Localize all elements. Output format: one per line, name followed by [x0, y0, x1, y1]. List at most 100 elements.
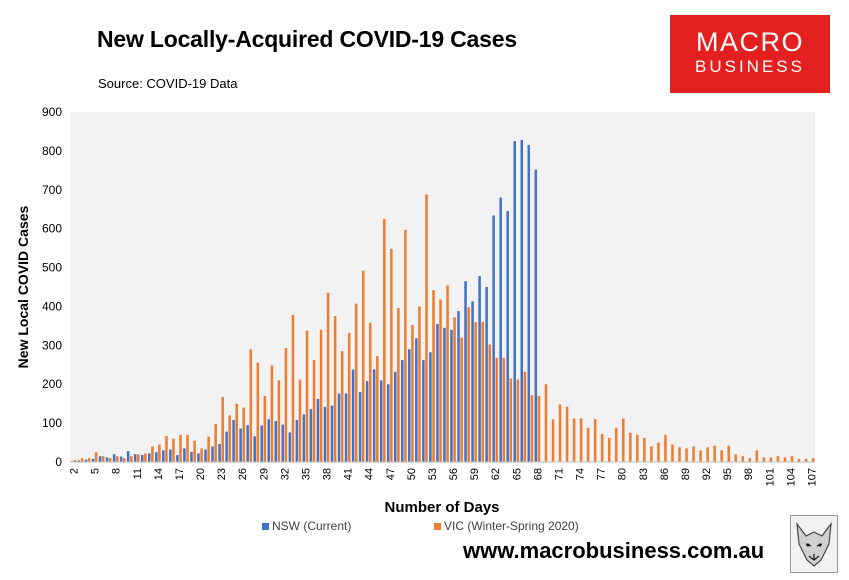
bar-nsw-day-19: [190, 451, 193, 462]
bar-nsw-day-11: [133, 454, 137, 462]
x-tick-label: 77: [596, 468, 608, 480]
bar-nsw-day-8: [112, 454, 116, 462]
x-tick-label: 107: [806, 468, 818, 486]
bar-vic-day-95: [727, 445, 730, 462]
bar-vic-day-66: [523, 371, 527, 462]
bar-nsw-day-9: [119, 456, 123, 462]
x-tick-label: 86: [659, 468, 671, 480]
bar-nsw-day-52: [422, 360, 425, 462]
bar-nsw-day-14: [155, 452, 158, 462]
x-tick-label: 92: [701, 468, 713, 480]
bar-nsw-day-60: [478, 276, 481, 462]
bar-vic-day-42: [354, 303, 358, 462]
bar-nsw-day-55: [443, 327, 446, 462]
bar-vic-day-61: [488, 344, 492, 462]
bar-vic-day-85: [657, 442, 660, 462]
bar-vic-day-70: [551, 419, 555, 462]
bar-vic-day-79: [614, 427, 618, 462]
bar-vic-day-73: [572, 418, 576, 462]
bar-vic-day-91: [699, 450, 702, 462]
bar-vic-day-98: [748, 458, 752, 462]
bar-vic-day-80: [622, 418, 625, 462]
bar-nsw-day-59: [471, 301, 474, 462]
bar-nsw-day-21: [204, 449, 207, 462]
bar-nsw-day-40: [337, 393, 341, 462]
bar-nsw-day-32: [281, 424, 285, 462]
bar-vic-day-3: [80, 458, 84, 462]
bar-vic-day-74: [579, 418, 583, 462]
bar-nsw-day-36: [309, 409, 313, 462]
x-tick-label: 20: [195, 468, 207, 480]
bar-nsw-day-26: [239, 428, 242, 462]
bar-nsw-day-49: [401, 360, 404, 462]
x-tick-label: 5: [90, 468, 102, 474]
y-tick-label: 900: [42, 105, 62, 119]
bar-vic-day-11: [137, 454, 140, 462]
bar-vic-day-51: [418, 306, 421, 462]
bar-nsw-day-17: [176, 455, 179, 462]
bar-vic-day-106: [804, 458, 808, 462]
y-tick-label: 700: [42, 183, 62, 197]
x-tick-label: 65: [511, 468, 523, 480]
bar-vic-day-90: [692, 446, 695, 462]
x-tick-label: 32: [279, 468, 291, 480]
bar-nsw-day-39: [330, 405, 334, 462]
bar-nsw-day-12: [140, 455, 144, 462]
website-url: www.macrobusiness.com.au: [463, 538, 765, 563]
x-tick-label: 89: [680, 468, 692, 480]
bar-vic-day-58: [467, 307, 470, 462]
bar-vic-day-8: [115, 456, 119, 462]
legend: NSW (Current) VIC (Winter-Spring 2020): [262, 519, 579, 533]
y-tick-label: 800: [42, 144, 62, 158]
x-tick-label: 8: [111, 468, 123, 474]
y-axis-label: New Local COVID Cases: [15, 205, 31, 368]
bar-vic-day-56: [453, 317, 456, 462]
x-tick-label: 98: [743, 468, 755, 480]
bar-nsw-day-28: [253, 436, 256, 462]
bar-nsw-day-63: [499, 197, 502, 462]
bar-vic-day-82: [636, 434, 639, 462]
legend-label-nsw: NSW (Current): [272, 519, 351, 533]
bar-nsw-day-57: [457, 311, 460, 462]
bar-vic-day-22: [214, 423, 217, 462]
bar-nsw-day-35: [302, 414, 306, 462]
bar-nsw-day-24: [225, 431, 228, 462]
bar-nsw-day-53: [429, 352, 432, 462]
bar-nsw-day-38: [323, 406, 327, 462]
x-tick-label: 80: [617, 468, 629, 480]
bar-vic-day-43: [361, 270, 365, 462]
bar-vic-day-31: [277, 380, 281, 462]
bar-vic-day-84: [650, 446, 653, 462]
bar-vic-day-65: [516, 379, 520, 462]
bar-nsw-day-51: [415, 338, 418, 462]
bar-vic-day-16: [172, 438, 175, 462]
x-tick-label: 44: [364, 468, 376, 480]
bar-nsw-day-34: [295, 420, 299, 462]
bar-vic-day-101: [769, 457, 773, 462]
bar-vic-day-35: [305, 330, 309, 462]
bar-vic-day-102: [776, 456, 780, 462]
bar-vic-day-97: [741, 456, 745, 462]
bar-nsw-day-33: [288, 432, 292, 462]
bar-vic-day-30: [270, 365, 274, 462]
y-tick-label: 300: [42, 338, 62, 352]
bar-vic-day-63: [502, 357, 506, 462]
bar-nsw-day-61: [485, 287, 488, 462]
wolf-head-icon: [790, 515, 838, 573]
bar-vic-day-57: [460, 337, 463, 462]
bar-nsw-day-48: [393, 371, 397, 462]
bar-vic-day-13: [151, 446, 154, 462]
bar-vic-day-77: [600, 434, 604, 462]
x-tick-label: 14: [153, 468, 165, 480]
logo-line-2: BUSINESS: [695, 57, 805, 76]
bar-nsw-day-41: [344, 393, 348, 462]
x-tick-label: 56: [448, 468, 460, 480]
bar-vic-day-105: [797, 458, 801, 462]
bar-vic-day-14: [158, 444, 161, 462]
bar-nsw-day-44: [365, 381, 369, 462]
bar-vic-day-104: [790, 456, 794, 462]
bar-vic-day-10: [130, 456, 133, 462]
bar-vic-day-27: [249, 349, 253, 462]
x-tick-label: 17: [174, 468, 186, 480]
bar-nsw-day-4: [84, 459, 88, 462]
